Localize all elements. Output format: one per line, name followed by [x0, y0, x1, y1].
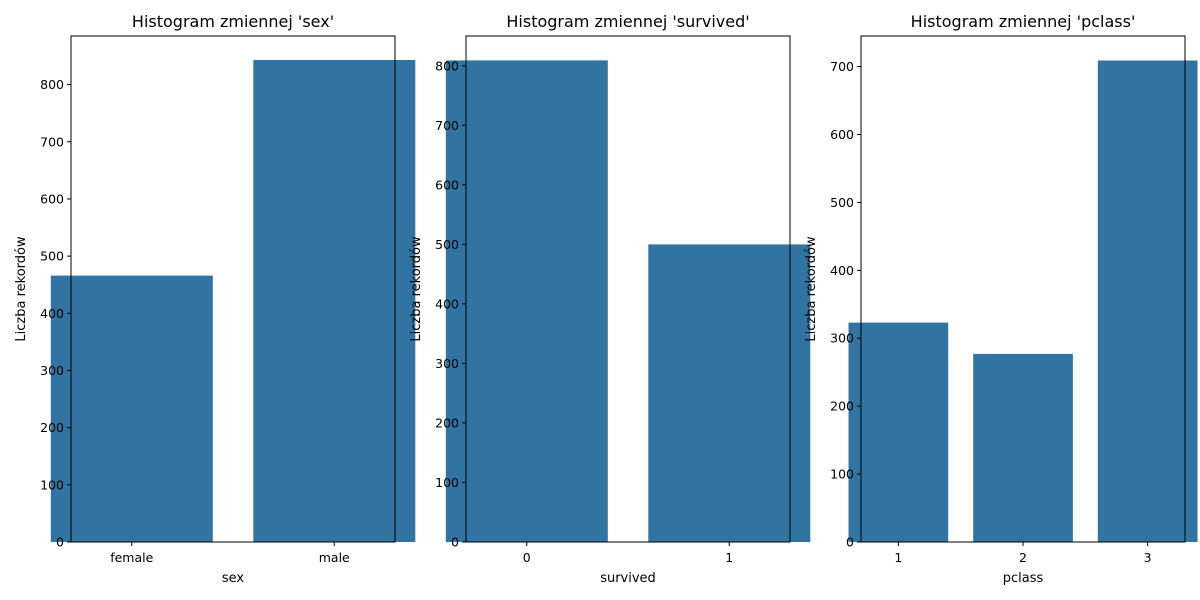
ytick-label-sex-600: 600 [40, 191, 64, 206]
ytick-label-pclass-500: 500 [830, 195, 854, 210]
xtick-label-sex-male: male [319, 550, 350, 565]
histogram-pclass-xlabel: pclass [1003, 571, 1044, 586]
xtick-label-pclass-1: 1 [894, 550, 902, 565]
histogram-sex-panel: Histogram zmiennej 'sex' female male 0 100 2… [14, 12, 416, 586]
ytick-label-survived-0: 0 [451, 535, 459, 550]
ytick-label-survived-600: 600 [435, 177, 459, 192]
ytick-label-survived-300: 300 [435, 356, 459, 371]
histogram-survived-panel: Histogram zmiennej 'survived' 0 1 0 100 200 3… [409, 12, 811, 586]
histogram-sex-frame [70, 35, 396, 543]
xtick-label-sex-female: female [110, 550, 153, 565]
xtick-label-survived-0: 0 [523, 550, 531, 565]
ytick-label-sex-500: 500 [40, 249, 64, 264]
ytick-label-pclass-400: 400 [830, 263, 854, 278]
ytick-label-pclass-100: 100 [830, 467, 854, 482]
ytick-label-sex-800: 800 [40, 77, 64, 92]
ytick-label-pclass-200: 200 [830, 399, 854, 414]
histogram-survived-title: Histogram zmiennej 'survived' [506, 12, 749, 31]
bar-pclass-2 [973, 353, 1073, 542]
histogram-survived-frame [465, 35, 791, 543]
bar-sex-female [50, 275, 213, 542]
bar-survived-0 [445, 60, 608, 543]
ytick-label-sex-0: 0 [56, 535, 64, 550]
bar-sex-male [253, 60, 416, 542]
ytick-label-pclass-600: 600 [830, 127, 854, 142]
histogram-pclass-panel: Histogram zmiennej 'pclass' 1 2 3 0 100 200 30… [804, 12, 1198, 586]
ytick-label-survived-200: 200 [435, 415, 459, 430]
ytick-label-survived-500: 500 [435, 237, 459, 252]
ytick-label-survived-800: 800 [435, 58, 459, 73]
histogram-pclass-ylabel: Liczba rekordów [804, 236, 819, 342]
ytick-label-sex-700: 700 [40, 134, 64, 149]
ytick-label-survived-100: 100 [435, 475, 459, 490]
xtick-label-pclass-3: 3 [1144, 550, 1152, 565]
ytick-label-pclass-0: 0 [846, 535, 854, 550]
xtick-label-pclass-2: 2 [1019, 550, 1027, 565]
bar-pclass-3 [1097, 60, 1198, 542]
xtick-label-survived-1: 1 [725, 550, 733, 565]
histogram-pclass-title: Histogram zmiennej 'pclass' [911, 12, 1136, 31]
histogram-sex-xlabel: sex [222, 571, 245, 586]
ytick-label-sex-300: 300 [40, 363, 64, 378]
bar-pclass-1 [848, 322, 949, 542]
histogram-sex-ylabel: Liczba rekordów [14, 236, 29, 342]
histogram-sex-title: Histogram zmiennej 'sex' [132, 12, 334, 31]
histogram-survived-xlabel: survived [600, 571, 656, 586]
histogram-survived-ylabel: Liczba rekordów [409, 236, 424, 342]
ytick-label-sex-400: 400 [40, 306, 64, 321]
ytick-label-survived-400: 400 [435, 296, 459, 311]
ytick-label-pclass-700: 700 [830, 59, 854, 74]
bar-survived-1 [648, 244, 811, 542]
ytick-label-sex-200: 200 [40, 420, 64, 435]
ytick-label-survived-700: 700 [435, 118, 459, 133]
ytick-label-pclass-300: 300 [830, 331, 854, 346]
ytick-label-sex-100: 100 [40, 477, 64, 492]
histogram-pclass-frame [860, 35, 1186, 543]
